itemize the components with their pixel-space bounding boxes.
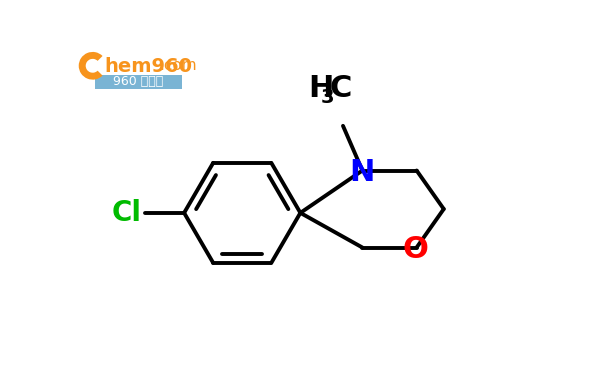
- Wedge shape: [79, 52, 102, 80]
- Text: H: H: [308, 74, 333, 103]
- Text: 960 化工网: 960 化工网: [113, 75, 163, 88]
- Text: N: N: [350, 158, 375, 186]
- FancyBboxPatch shape: [95, 75, 182, 89]
- Text: hem960: hem960: [104, 57, 192, 75]
- Text: C: C: [330, 74, 352, 103]
- Text: 3: 3: [321, 88, 334, 106]
- Text: O: O: [402, 236, 428, 264]
- Text: .com: .com: [159, 58, 197, 73]
- Text: Cl: Cl: [111, 199, 142, 227]
